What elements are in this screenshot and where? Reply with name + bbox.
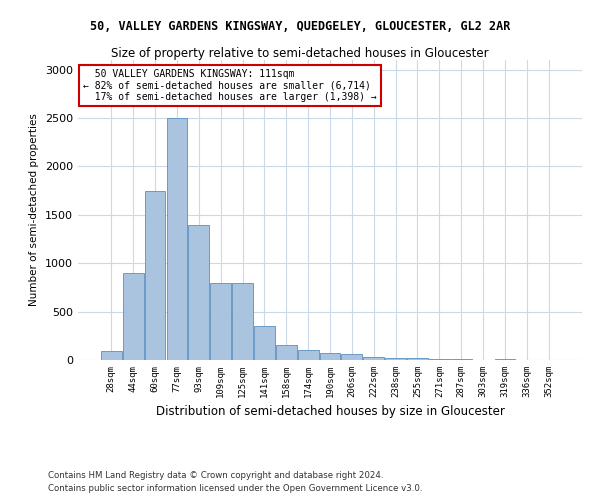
Bar — [494, 358, 515, 360]
Bar — [276, 345, 296, 360]
Bar — [341, 354, 362, 360]
Bar — [298, 350, 319, 360]
Text: Size of property relative to semi-detached houses in Gloucester: Size of property relative to semi-detach… — [111, 48, 489, 60]
Bar — [101, 352, 122, 360]
Bar — [145, 190, 166, 360]
Text: 50 VALLEY GARDENS KINGSWAY: 111sqm
← 82% of semi-detached houses are smaller (6,: 50 VALLEY GARDENS KINGSWAY: 111sqm ← 82%… — [83, 69, 377, 102]
Bar — [364, 357, 384, 360]
Text: Contains HM Land Registry data © Crown copyright and database right 2024.: Contains HM Land Registry data © Crown c… — [48, 470, 383, 480]
Bar — [210, 282, 231, 360]
Bar — [451, 359, 472, 360]
Bar — [188, 224, 209, 360]
Bar — [167, 118, 187, 360]
Text: Contains public sector information licensed under the Open Government Licence v3: Contains public sector information licen… — [48, 484, 422, 493]
Text: 50, VALLEY GARDENS KINGSWAY, QUEDGELEY, GLOUCESTER, GL2 2AR: 50, VALLEY GARDENS KINGSWAY, QUEDGELEY, … — [90, 20, 510, 33]
Bar — [407, 358, 428, 360]
X-axis label: Distribution of semi-detached houses by size in Gloucester: Distribution of semi-detached houses by … — [155, 406, 505, 418]
Bar — [232, 282, 253, 360]
Y-axis label: Number of semi-detached properties: Number of semi-detached properties — [29, 114, 40, 306]
Bar — [320, 353, 340, 360]
Bar — [385, 358, 406, 360]
Bar — [254, 326, 275, 360]
Bar — [429, 358, 450, 360]
Bar — [123, 273, 143, 360]
